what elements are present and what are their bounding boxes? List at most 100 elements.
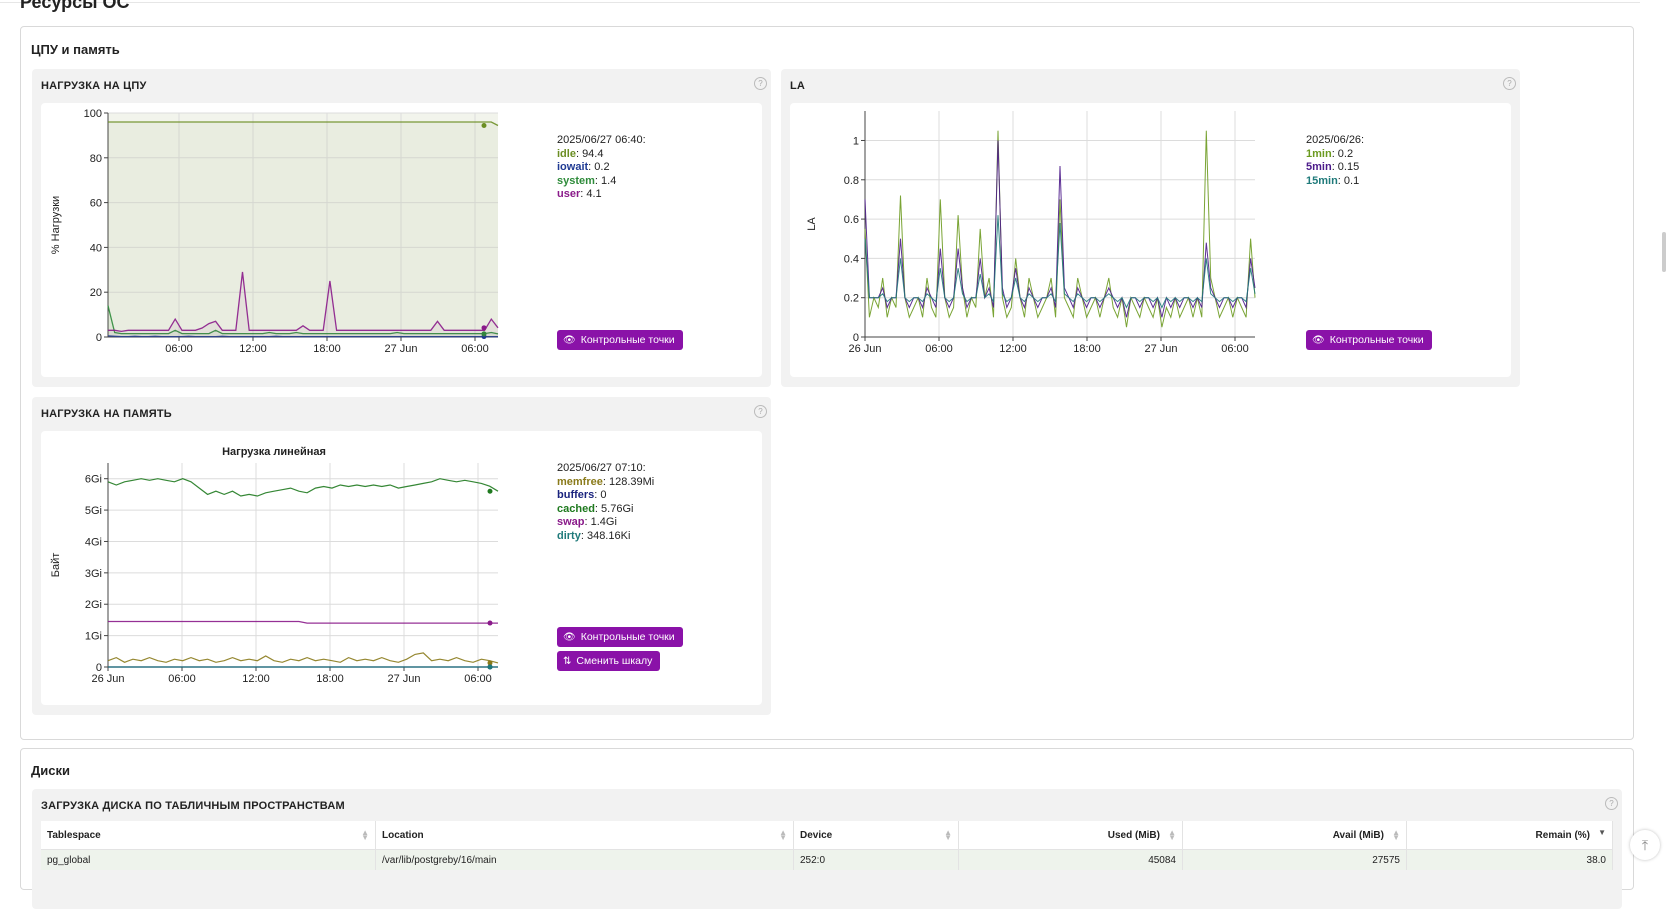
legend-item-user: user: 4.1 <box>557 188 646 202</box>
checkpoints-button[interactable]: 👁 Контрольные точки <box>557 627 683 647</box>
la-legend: 2025/06/26: 1min: 0.2 5min: 0.15 15min: 0.… <box>1306 134 1364 188</box>
y-axis-label: LA <box>806 217 818 231</box>
series-line-user <box>108 271 499 333</box>
y-tick-label: 0.2 <box>844 293 859 305</box>
table-row[interactable]: pg_global /var/lib/postgreby/16/main 252… <box>41 849 1613 870</box>
checkpoints-button-label: Контрольные точки <box>580 631 675 643</box>
y-tick-label: 0 <box>96 332 102 344</box>
memory-chart-card: Нагрузка линейная 0 1Gi 2Gi 3Gi 4Gi 5Gi 6Gi 26 J… <box>41 431 762 705</box>
x-tick-label: 12:00 <box>242 673 270 685</box>
legend-item-idle: idle: 94.4 <box>557 148 646 162</box>
legend-key: idle <box>557 147 576 160</box>
la-panel-title: LA <box>790 80 806 92</box>
la-chart: 0 0.2 0.4 0.6 0.8 1 26 Jun 06:00 12:00 18:00 27 Ju… <box>806 111 1256 355</box>
x-tick-label: 06:00 <box>464 673 492 685</box>
y-tick-label: 2Gi <box>85 599 102 611</box>
x-tick-label: 18:00 <box>313 343 341 355</box>
help-icon[interactable]: ? <box>1503 77 1516 90</box>
legend-value: : 1.4Gi <box>584 516 617 528</box>
legend-value: : 348.16Ki <box>580 529 631 542</box>
cell-tablespace: pg_global <box>41 849 376 870</box>
legend-key: dirty <box>557 529 581 542</box>
help-icon[interactable]: ? <box>754 77 767 90</box>
memory-panel: НАГРУЗКА НА ПАМЯТЬ ? Нагрузка линейная 0 1… <box>32 397 771 715</box>
checkpoints-button[interactable]: 👁 Контрольные точки <box>557 330 683 350</box>
x-tick-label: 12:00 <box>239 343 267 355</box>
cpu-chart: 0 20 40 60 80 100 06:00 12:00 18:00 27 Jun 06:00 % … <box>50 108 499 355</box>
column-header-tablespace[interactable]: Tablespace ▲ ▼ <box>41 821 376 850</box>
series-line-1min <box>864 130 1256 328</box>
legend-key: memfree <box>557 475 603 488</box>
section-cpu-memory: ЦПУ и память НАГРУЗКА НА ЦПУ ? 0 20 40 60 80… <box>20 26 1634 740</box>
legend-value: : 0.1 <box>1337 174 1360 187</box>
legend-key: buffers <box>557 489 595 501</box>
legend-value: : 1.4 <box>594 174 617 187</box>
y-tick-label: 60 <box>90 198 102 210</box>
legend-key: 15min <box>1306 174 1338 187</box>
y-tick-label: 3Gi <box>85 568 102 580</box>
legend-key: iowait <box>557 161 589 173</box>
change-scale-button-label: Сменить шкалу <box>576 655 653 667</box>
legend-value: : 0.15 <box>1331 161 1360 173</box>
column-header-avail[interactable]: Avail (MiB) ▲ ▼ <box>1182 821 1407 850</box>
cpu-chart-card: 0 20 40 60 80 100 06:00 12:00 18:00 27 Jun 06:00 % … <box>41 103 762 377</box>
scrollbar-thumb[interactable] <box>1662 232 1666 272</box>
column-header-remain[interactable]: Remain (%) ▼ <box>1406 821 1613 850</box>
la-panel: LA ? 0 0.2 0.4 0.6 0.8 1 26 Jun 06:00 12:00 18:00… <box>781 69 1520 387</box>
y-axis-label: Байт <box>50 553 62 578</box>
y-tick-label: 20 <box>90 287 102 299</box>
legend-value: : 94.4 <box>575 147 604 160</box>
series-end-point-swap <box>487 620 493 626</box>
legend-item-5min: 5min: 0.15 <box>1306 161 1364 175</box>
y-tick-label: 0 <box>853 332 859 344</box>
sort-icon: ▲ ▼ <box>779 828 787 842</box>
legend-value: : 128.39Mi <box>602 475 655 488</box>
arrow-up-icon: ⤒ <box>1641 837 1649 853</box>
column-header-location[interactable]: Location ▲ ▼ <box>375 821 794 850</box>
legend-item-buffers: buffers: 0 <box>557 489 654 503</box>
y-tick-label: 80 <box>90 153 102 165</box>
plot-area <box>108 113 498 337</box>
series-line-memfree <box>107 652 499 664</box>
la-chart-card: 0 0.2 0.4 0.6 0.8 1 26 Jun 06:00 12:00 18:00 27 Ju… <box>790 103 1511 377</box>
x-tick-label: 26 Jun <box>848 343 881 355</box>
eye-icon: 👁 <box>1312 335 1325 346</box>
sort-icon: ▲ ▼ <box>361 828 369 842</box>
legend-key: user <box>557 188 581 200</box>
legend-item-1min: 1min: 0.2 <box>1306 148 1364 162</box>
series-area-idle <box>108 122 498 337</box>
column-label: Used (MiB) <box>1107 829 1160 841</box>
legend-item-swap: swap: 1.4Gi <box>557 516 654 530</box>
chart-title: Нагрузка линейная <box>222 446 326 458</box>
change-scale-button[interactable]: ⇅ Сменить шкалу <box>557 651 661 671</box>
legend-key: system <box>557 174 595 187</box>
legend-value: : 0.2 <box>1331 147 1354 160</box>
help-icon[interactable]: ? <box>1605 797 1618 810</box>
column-label: Device <box>800 829 833 841</box>
column-header-device[interactable]: Device ▲ ▼ <box>793 821 959 850</box>
series-end-point-dirty <box>487 664 493 670</box>
y-axis-label: % Нагрузки <box>50 196 62 254</box>
legend-key: cached <box>557 502 595 515</box>
memory-chart: Нагрузка линейная 0 1Gi 2Gi 3Gi 4Gi 5Gi 6Gi 26 J… <box>50 446 499 685</box>
x-tick-label: 06:00 <box>1221 343 1249 355</box>
column-header-used[interactable]: Used (MiB) ▲ ▼ <box>958 821 1183 850</box>
legend-item-dirty: dirty: 348.16Ki <box>557 530 654 544</box>
series-end-point-user <box>481 325 487 331</box>
scroll-to-top-button[interactable]: ⤒ <box>1630 830 1660 860</box>
eye-icon: 👁 <box>563 335 576 346</box>
sort-icon: ▲ ▼ <box>944 828 952 842</box>
table-header-row: Tablespace ▲ ▼ Location ▲ ▼ Device ▲ ▼ Used (M… <box>41 821 1613 850</box>
series-line-iowait <box>107 335 498 338</box>
x-tick-label: 27 Jun <box>1144 343 1177 355</box>
help-icon[interactable]: ? <box>754 405 767 418</box>
series-line-swap <box>108 620 498 624</box>
checkpoints-button-label: Контрольные точки <box>1329 334 1424 346</box>
x-tick-label: 06:00 <box>165 343 193 355</box>
eye-icon: 👁 <box>563 632 576 643</box>
page-title: Ресурсы ОС <box>20 0 130 12</box>
legend-value: : 0.2 <box>588 161 610 173</box>
section-title-cpu-memory: ЦПУ и память <box>31 42 120 57</box>
checkpoints-button[interactable]: 👁 Контрольные точки <box>1306 330 1432 350</box>
cell-location: /var/lib/postgreby/16/main <box>375 849 794 870</box>
